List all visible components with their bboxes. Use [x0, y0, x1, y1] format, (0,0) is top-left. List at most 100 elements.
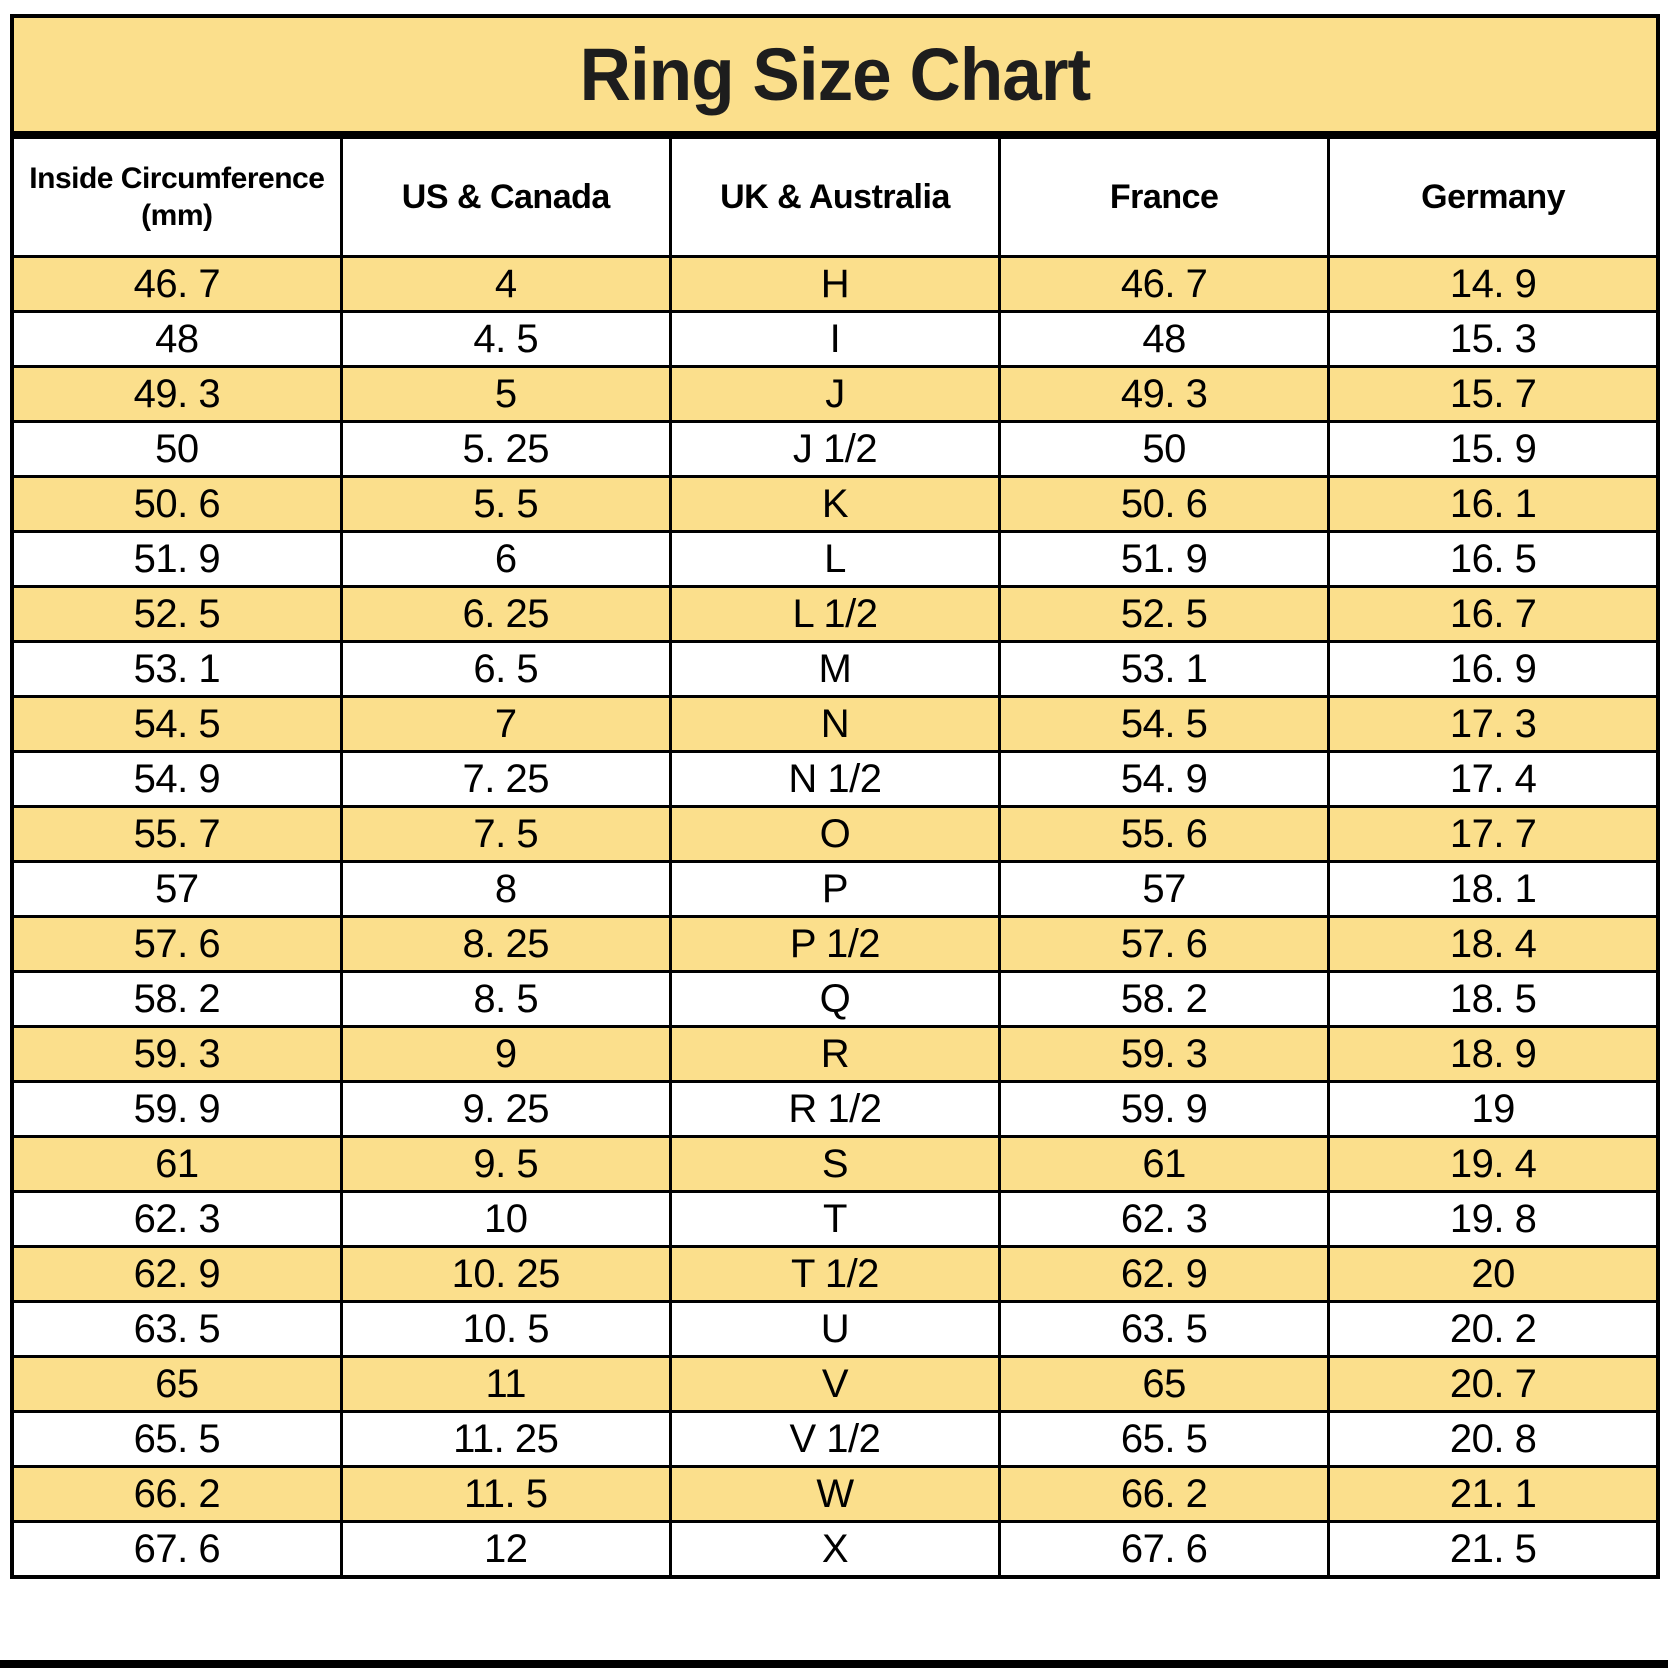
table-cell: 65	[998, 1355, 1331, 1413]
table-cell: 6. 25	[339, 585, 672, 643]
table-row: 65 11 V 65 20. 7	[10, 1355, 1660, 1413]
column-header-us-canada: US & Canada	[339, 136, 672, 258]
table-cell: 67. 6	[10, 1520, 343, 1579]
table-cell: 9. 5	[339, 1135, 672, 1193]
table-cell: J	[668, 365, 1002, 423]
table-cell: 65	[10, 1355, 343, 1413]
table-cell: 52. 5	[10, 585, 343, 643]
ring-size-chart: Ring Size Chart Inside Circumference (mm…	[10, 14, 1660, 1579]
table-cell: 48	[998, 310, 1331, 368]
table-cell: 5	[339, 365, 672, 423]
table-cell: 59. 3	[10, 1025, 343, 1083]
table-cell: 62. 9	[10, 1245, 343, 1303]
table-cell: 46. 7	[998, 255, 1331, 313]
table-body: 46. 7 4 H 46. 7 14. 9 48 4. 5 I 48 15. 3 49. 3 5 J 49…	[10, 255, 1660, 1579]
table-cell: L 1/2	[668, 585, 1002, 643]
table-cell: 52. 5	[998, 585, 1331, 643]
table-cell: 54. 9	[998, 750, 1331, 808]
table-row: 58. 2 8. 5 Q 58. 2 18. 5	[10, 970, 1660, 1028]
table-cell: 16. 9	[1327, 640, 1660, 698]
table-cell: 11	[339, 1355, 672, 1413]
table-row: 50. 6 5. 5 K 50. 6 16. 1	[10, 475, 1660, 533]
chart-title-band: Ring Size Chart	[10, 14, 1660, 136]
table-cell: 18. 5	[1327, 970, 1660, 1028]
table-cell: 66. 2	[10, 1465, 343, 1523]
table-cell: 21. 5	[1327, 1520, 1660, 1579]
table-cell: 20. 7	[1327, 1355, 1660, 1413]
table-row: 62. 3 10 T 62. 3 19. 8	[10, 1190, 1660, 1248]
table-row: 51. 9 6 L 51. 9 16. 5	[10, 530, 1660, 588]
table-cell: 20. 2	[1327, 1300, 1660, 1358]
table-row: 46. 7 4 H 46. 7 14. 9	[10, 255, 1660, 313]
table-cell: X	[668, 1520, 1002, 1579]
table-cell: 15. 7	[1327, 365, 1660, 423]
table-cell: 57	[998, 860, 1331, 918]
table-cell: 12	[339, 1520, 672, 1579]
table-row: 67. 6 12 X 67. 6 21. 5	[10, 1520, 1660, 1579]
table-cell: 21. 1	[1327, 1465, 1660, 1523]
table-cell: R	[668, 1025, 1002, 1083]
table-cell: 59. 9	[10, 1080, 343, 1138]
column-header-uk-australia: UK & Australia	[668, 136, 1002, 258]
table-cell: 6	[339, 530, 672, 588]
table-cell: P 1/2	[668, 915, 1002, 973]
table-cell: 5. 25	[339, 420, 672, 478]
table-cell: 46. 7	[10, 255, 343, 313]
table-row: 52. 5 6. 25 L 1/2 52. 5 16. 7	[10, 585, 1660, 643]
header-label: UK & Australia	[720, 177, 950, 216]
table-cell: J 1/2	[668, 420, 1002, 478]
table-cell: 62. 3	[10, 1190, 343, 1248]
table-cell: 50	[10, 420, 343, 478]
table-cell: 19. 4	[1327, 1135, 1660, 1193]
table-cell: 62. 3	[998, 1190, 1331, 1248]
table-cell: 57. 6	[998, 915, 1331, 973]
header-label: Inside Circumference	[29, 161, 325, 195]
table-row: 59. 3 9 R 59. 3 18. 9	[10, 1025, 1660, 1083]
header-label: Germany	[1421, 177, 1566, 216]
table-cell: P	[668, 860, 1002, 918]
table-cell: 59. 9	[998, 1080, 1331, 1138]
table-row: 53. 1 6. 5 M 53. 1 16. 9	[10, 640, 1660, 698]
table-row: 66. 2 11. 5 W 66. 2 21. 1	[10, 1465, 1660, 1523]
table-cell: K	[668, 475, 1002, 533]
table-cell: 66. 2	[998, 1465, 1331, 1523]
table-cell: V 1/2	[668, 1410, 1002, 1468]
table-cell: N	[668, 695, 1002, 753]
table-cell: N 1/2	[668, 750, 1002, 808]
table-row: 61 9. 5 S 61 19. 4	[10, 1135, 1660, 1193]
table-cell: 63. 5	[10, 1300, 343, 1358]
table-cell: 16. 5	[1327, 530, 1660, 588]
table-cell: 7. 25	[339, 750, 672, 808]
table-cell: 19. 8	[1327, 1190, 1660, 1248]
table-cell: 16. 7	[1327, 585, 1660, 643]
chart-title: Ring Size Chart	[579, 33, 1092, 116]
table-cell: 55. 6	[998, 805, 1331, 863]
table-cell: 62. 9	[998, 1245, 1331, 1303]
column-header-france: France	[998, 136, 1331, 258]
table-cell: H	[668, 255, 1002, 313]
table-row: 48 4. 5 I 48 15. 3	[10, 310, 1660, 368]
table-row: 54. 5 7 N 54. 5 17. 3	[10, 695, 1660, 753]
table-cell: 7. 5	[339, 805, 672, 863]
table-cell: 16. 1	[1327, 475, 1660, 533]
table-cell: M	[668, 640, 1002, 698]
table-cell: 49. 3	[998, 365, 1331, 423]
column-header-inside-circumference: Inside Circumference (mm)	[10, 136, 343, 258]
table-row: 65. 5 11. 25 V 1/2 65. 5 20. 8	[10, 1410, 1660, 1468]
table-cell: 57. 6	[10, 915, 343, 973]
table-row: 62. 9 10. 25 T 1/2 62. 9 20	[10, 1245, 1660, 1303]
table-cell: 19	[1327, 1080, 1660, 1138]
table-row: 54. 9 7. 25 N 1/2 54. 9 17. 4	[10, 750, 1660, 808]
table-cell: 15. 3	[1327, 310, 1660, 368]
table-cell: 5. 5	[339, 475, 672, 533]
table-cell: 54. 5	[10, 695, 343, 753]
table-cell: R 1/2	[668, 1080, 1002, 1138]
table-cell: 8	[339, 860, 672, 918]
table-cell: 65. 5	[998, 1410, 1331, 1468]
table-cell: 18. 1	[1327, 860, 1660, 918]
table-cell: 4. 5	[339, 310, 672, 368]
table-cell: O	[668, 805, 1002, 863]
table-cell: 67. 6	[998, 1520, 1331, 1579]
table-cell: 10. 5	[339, 1300, 672, 1358]
bottom-divider-bar	[0, 1660, 1668, 1668]
